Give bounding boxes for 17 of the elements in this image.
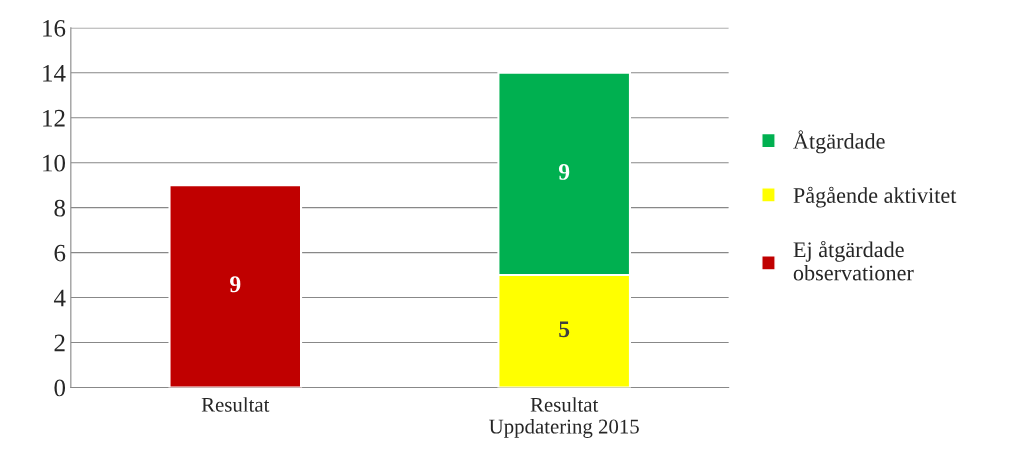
- legend-label: Pågående aktivitet: [793, 186, 957, 208]
- y-tick-label: 2: [54, 334, 65, 352]
- y-tick-label: 16: [43, 19, 66, 37]
- x-tick-label: Resultat: [201, 397, 270, 412]
- legend-label: Åtgärdade: [793, 130, 885, 154]
- x-tick-label: Resultat Uppdatering 2015: [489, 397, 639, 438]
- data-label: 5: [559, 321, 570, 338]
- y-tick-label: 8: [54, 199, 66, 217]
- y-tick-label: 12: [43, 109, 65, 127]
- data-label: 9: [230, 276, 241, 293]
- data-label: 9: [558, 163, 570, 180]
- legend-label: Ej åtgärdade observationer: [793, 240, 914, 281]
- y-tick-label: 10: [43, 154, 66, 172]
- y-tick-label: 0: [54, 379, 66, 397]
- y-tick-label: 14: [43, 64, 66, 82]
- y-tick-label: 6: [54, 244, 66, 262]
- y-tick-label: 4: [53, 289, 66, 307]
